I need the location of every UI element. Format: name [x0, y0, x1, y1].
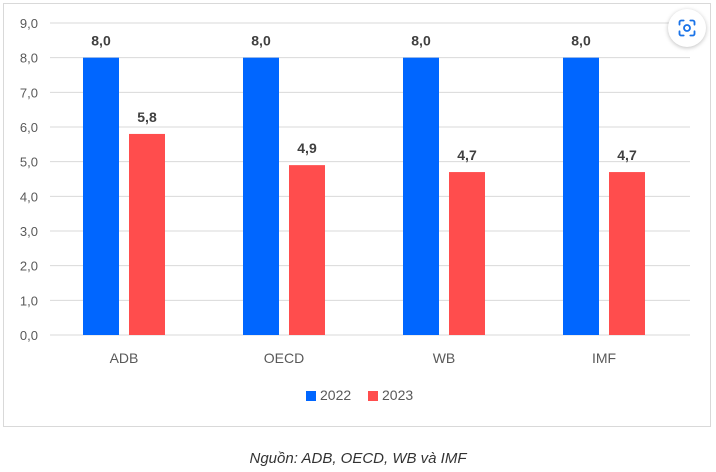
- bar-2022-imf: [563, 57, 599, 336]
- data-label: 4,9: [297, 140, 317, 156]
- lens-icon: [678, 19, 696, 37]
- data-label: 8,0: [91, 33, 111, 49]
- y-tick-label: 7,0: [20, 85, 38, 100]
- legend-swatch-2023: [368, 391, 378, 401]
- x-tick-label: WB: [433, 350, 456, 366]
- legend-swatch-2022: [306, 391, 316, 401]
- y-tick-label: 8,0: [20, 51, 38, 66]
- y-tick-label: 5,0: [20, 155, 38, 170]
- y-tick-label: 4,0: [20, 189, 38, 204]
- bar-2022-oecd: [243, 57, 279, 336]
- bar-2023-adb: [129, 133, 165, 335]
- source-caption: Nguồn: ADB, OECD, WB và IMF: [249, 450, 467, 467]
- bars: [83, 57, 645, 336]
- bar-2022-adb: [83, 57, 119, 336]
- y-tick-label: 9,0: [20, 16, 38, 31]
- data-label: 8,0: [251, 33, 271, 49]
- google-lens-button[interactable]: [668, 9, 706, 47]
- data-labels: 8,0 5,8 8,0 4,9 8,0 4,7 8,0 4,7: [91, 33, 637, 163]
- data-label: 8,0: [411, 33, 431, 49]
- y-tick-label: 0,0: [20, 328, 38, 343]
- x-tick-label: IMF: [592, 350, 616, 366]
- y-axis-tick-labels: 0,0 1,0 2,0 3,0 4,0 5,0 6,0 7,0 8,0 9,0: [20, 16, 38, 343]
- x-axis-tick-labels: ADB OECD WB IMF: [110, 350, 616, 366]
- y-tick-label: 1,0: [20, 293, 38, 308]
- legend: 2022 2023: [306, 387, 413, 403]
- data-label: 4,7: [617, 147, 637, 163]
- y-tick-label: 6,0: [20, 120, 38, 135]
- y-tick-label: 2,0: [20, 259, 38, 274]
- bar-2023-oecd: [289, 165, 325, 335]
- x-tick-label: ADB: [110, 350, 139, 366]
- data-label: 4,7: [457, 147, 477, 163]
- bar-2023-imf: [609, 172, 645, 335]
- legend-label-2023: 2023: [382, 387, 413, 403]
- y-tick-label: 3,0: [20, 224, 38, 239]
- bar-2022-wb: [403, 57, 439, 336]
- data-label: 5,8: [137, 109, 157, 125]
- x-tick-label: OECD: [264, 350, 304, 366]
- legend-label-2022: 2022: [320, 387, 351, 403]
- bar-2023-wb: [449, 172, 485, 335]
- data-label: 8,0: [571, 33, 591, 49]
- bar-chart: 0,01,02,03,04,05,06,07,08,09,0 8,05,88,0…: [20, 16, 690, 403]
